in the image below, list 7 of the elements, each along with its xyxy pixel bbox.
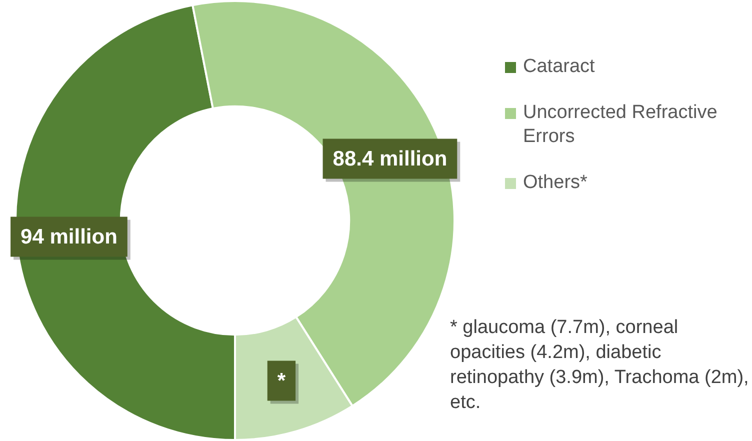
- legend-label: Uncorrected Refractive Errors: [523, 101, 718, 149]
- legend-label: Others*: [523, 171, 588, 195]
- data-label: *: [277, 370, 286, 393]
- data-label: 88.4 million: [332, 148, 448, 171]
- text: * glaucoma (7.7m), corneal opacities (4.2m), diabetic retinopathy (3.9m), Trachoma (2m), etc.: [450, 316, 750, 415]
- data-label: 94 million: [20, 225, 118, 248]
- legend-label: Cataract: [523, 55, 595, 79]
